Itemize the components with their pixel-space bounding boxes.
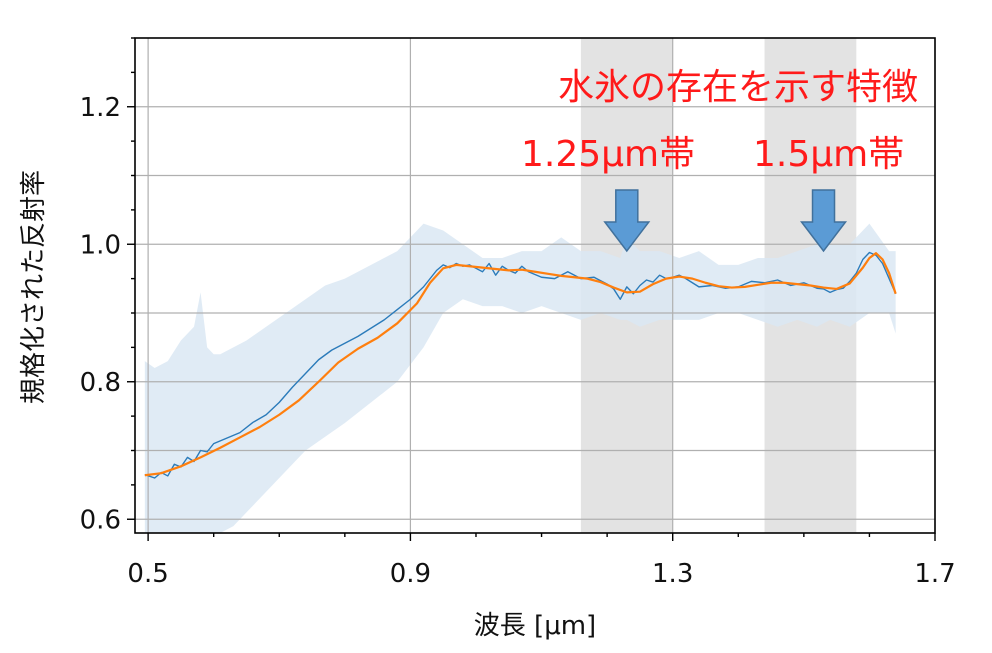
plot-frame [134, 37, 936, 534]
tick-labels: 0.5 0.9 1.3 1.7 0.6 0.8 1.0 1.2 [80, 93, 956, 589]
axis-ticks [127, 37, 936, 541]
annotation-arrows [603, 189, 848, 253]
y-tick-label: 0.8 [80, 368, 121, 398]
annotation-title: 水氷の存在を示す特徴 [558, 67, 918, 108]
x-tick-label: 0.9 [390, 559, 431, 589]
annotation-band-2: 1.5μm帯 [753, 134, 904, 175]
x-tick-label: 1.3 [652, 559, 693, 589]
annotation-band-1: 1.25μm帯 [521, 134, 695, 175]
y-tick-label: 1.0 [80, 230, 121, 260]
plot-border [134, 37, 936, 534]
raw-spectrum-line [144, 251, 897, 479]
y-axis-title: 規格化された反射率 [19, 170, 49, 404]
x-axis-title: 波長 [μm] [474, 611, 596, 641]
y-tick-label: 0.6 [80, 505, 121, 535]
down-arrow-icon [603, 189, 651, 253]
x-tick-label: 0.5 [127, 559, 168, 589]
y-tick-label: 1.2 [80, 93, 121, 123]
x-tick-label: 1.7 [914, 559, 955, 589]
uncertainty-band-layer [144, 223, 896, 533]
down-arrow-icon [800, 189, 848, 253]
smoothed-spectrum-line [144, 252, 897, 477]
uncertainty-band [144, 223, 896, 533]
spectrum-lines [144, 251, 897, 479]
